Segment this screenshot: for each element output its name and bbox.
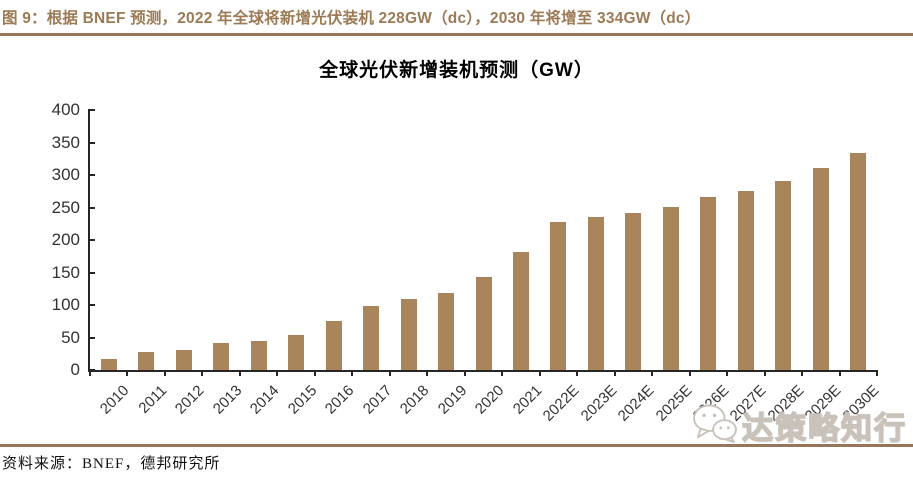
bar-2020 xyxy=(475,277,492,370)
bar-2016 xyxy=(325,321,342,370)
y-axis-tick-label: 350 xyxy=(51,132,80,152)
bar-2029E xyxy=(812,167,829,370)
x-axis-tick xyxy=(501,370,504,376)
bar-2018 xyxy=(400,299,417,370)
bar-2011 xyxy=(138,351,155,370)
x-axis-tick xyxy=(688,370,691,376)
bar-2023E xyxy=(587,216,604,370)
source-line: 资料来源：BNEF，德邦研究所 xyxy=(2,456,221,472)
figure-caption-bar: 图 9：根据 BNEF 预测，2022 年全球将新增光伏装机 228GW（dc）… xyxy=(0,0,913,36)
y-axis-tick-label: 50 xyxy=(61,327,80,347)
x-axis-tick xyxy=(126,370,129,376)
watermark-text: 达策略知行 xyxy=(741,410,907,446)
y-axis-tick-label: 150 xyxy=(51,262,80,282)
bar-2012 xyxy=(175,349,192,370)
x-axis-tick xyxy=(89,370,91,376)
bar-2027E xyxy=(737,190,754,370)
y-axis-tick xyxy=(88,174,95,176)
x-axis-tick xyxy=(276,370,279,376)
y-axis-tick xyxy=(88,304,95,306)
x-axis-tick xyxy=(838,370,841,376)
x-axis-tick xyxy=(426,370,429,376)
y-axis-tick-label: 400 xyxy=(51,100,80,119)
x-axis-label: 2016 xyxy=(322,382,358,418)
x-axis-label: 2024E xyxy=(614,382,658,425)
bar-2022E xyxy=(550,221,567,370)
x-axis-label: 2010 xyxy=(97,382,133,418)
watermark: 达策略知行 xyxy=(692,403,907,448)
x-axis-tick xyxy=(613,370,616,376)
x-axis-labels: 2010 2011 2012 2013 2014 2015 2016 2017 2018 2019… xyxy=(89,370,882,430)
x-axis-label: 2013 xyxy=(209,382,246,418)
footer-divider xyxy=(0,444,913,447)
bar-2025E xyxy=(662,206,679,370)
x-axis-tick xyxy=(388,370,391,376)
x-axis-label: 2015 xyxy=(284,382,321,418)
x-axis-tick xyxy=(801,370,804,376)
bar-2021 xyxy=(512,251,529,370)
bar-2019 xyxy=(438,293,455,370)
plot-area: 2010 2011 2012 2013 2014 2015 2016 2017 2018 2019… xyxy=(52,100,883,425)
chart-title: 全球光伏新增装机预测（GW） xyxy=(319,60,594,81)
x-axis-label: 2012 xyxy=(172,382,208,418)
x-axis-tick xyxy=(538,370,541,376)
x-axis-tick xyxy=(313,370,316,376)
bar-2030E xyxy=(850,152,867,370)
y-axis-tick xyxy=(88,239,95,241)
x-axis-tick xyxy=(763,370,766,376)
x-axis-label: 2023E xyxy=(577,382,620,425)
x-axis-label: 2022E xyxy=(539,382,583,425)
y-axis-tick-label: 200 xyxy=(51,230,80,249)
y-axis-tick xyxy=(88,141,95,144)
x-axis-label: 2018 xyxy=(396,382,433,418)
y-axis-tick-label: 100 xyxy=(51,295,80,314)
x-axis-label: 2014 xyxy=(247,382,283,418)
y-axis-tick-label: 250 xyxy=(51,197,80,217)
bar-2013 xyxy=(213,343,230,370)
x-axis-label: 2019 xyxy=(434,382,471,418)
y-axis-tick xyxy=(88,271,95,274)
x-axis-tick xyxy=(576,370,579,376)
x-axis-tick xyxy=(463,370,466,376)
x-axis-tick xyxy=(876,370,878,376)
y-axis-tick xyxy=(88,109,95,111)
bar-2026E xyxy=(700,197,717,370)
y-axis-tick xyxy=(88,369,95,371)
bar-2028E xyxy=(775,180,792,370)
y-axis-tick xyxy=(88,206,95,209)
x-axis-tick xyxy=(726,370,729,376)
y-axis-tick-label: 300 xyxy=(51,165,80,184)
bar-2010 xyxy=(100,358,117,370)
y-axis-tick xyxy=(88,336,95,339)
wechat-icon xyxy=(692,403,738,448)
figure-caption: 图 9：根据 BNEF 预测，2022 年全球将新增光伏装机 228GW（dc）… xyxy=(2,9,701,27)
bar-2015 xyxy=(288,334,305,370)
x-axis-label: 2011 xyxy=(135,382,171,417)
x-axis-label: 2020 xyxy=(471,382,508,418)
y-axis-tick-label: 0 xyxy=(70,360,80,379)
x-axis-tick xyxy=(201,370,204,376)
x-axis-label: 2017 xyxy=(359,382,396,418)
bar-2024E xyxy=(625,213,642,370)
x-axis-tick xyxy=(163,370,166,376)
bar-2017 xyxy=(363,306,380,370)
x-axis-tick xyxy=(238,370,241,376)
bar-2014 xyxy=(250,341,267,370)
x-axis-label: 2025E xyxy=(652,382,695,425)
x-axis-tick xyxy=(651,370,654,376)
x-axis-tick xyxy=(351,370,354,376)
